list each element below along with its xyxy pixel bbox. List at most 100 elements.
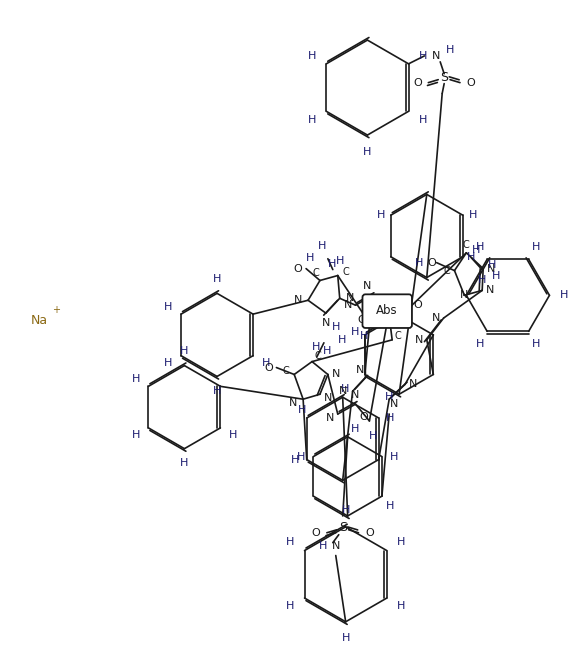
Text: H: H — [419, 51, 427, 61]
Text: O: O — [357, 315, 366, 325]
Text: H: H — [350, 327, 359, 337]
Text: Na: Na — [31, 314, 48, 327]
Text: H: H — [390, 452, 398, 462]
Text: H: H — [369, 431, 378, 441]
Text: H: H — [475, 242, 484, 252]
Text: N: N — [486, 285, 494, 296]
Text: O: O — [365, 528, 374, 538]
Text: H: H — [341, 505, 350, 515]
Text: N: N — [321, 318, 330, 328]
Text: H: H — [312, 342, 320, 352]
Text: S: S — [339, 521, 346, 534]
Text: H: H — [180, 346, 189, 356]
Text: H: H — [386, 413, 395, 423]
Text: N: N — [345, 294, 354, 303]
Text: H: H — [332, 322, 340, 332]
Text: H: H — [478, 275, 486, 286]
Text: H: H — [132, 374, 140, 384]
Text: H: H — [229, 430, 237, 440]
Text: C: C — [343, 266, 349, 277]
Text: H: H — [419, 115, 427, 124]
Text: H: H — [164, 358, 173, 368]
Text: N: N — [460, 290, 469, 300]
Text: H: H — [319, 540, 327, 551]
Text: H: H — [350, 424, 359, 434]
Text: H: H — [397, 537, 406, 547]
Text: N: N — [356, 365, 365, 374]
Text: H: H — [306, 253, 314, 263]
Text: H: H — [488, 260, 496, 270]
Text: H: H — [291, 454, 299, 465]
Text: H: H — [472, 245, 481, 255]
Text: H: H — [213, 274, 222, 284]
Text: C: C — [395, 331, 402, 341]
Text: H: H — [328, 258, 336, 269]
Text: N: N — [487, 264, 495, 273]
Text: H: H — [297, 452, 306, 462]
Text: N: N — [415, 335, 423, 345]
Text: N: N — [432, 313, 440, 323]
Text: C: C — [312, 268, 319, 277]
Text: C: C — [463, 240, 470, 250]
Text: O: O — [427, 258, 436, 268]
Text: H: H — [286, 602, 294, 611]
Text: H: H — [397, 602, 406, 611]
Text: H: H — [337, 335, 346, 345]
Text: O: O — [466, 77, 475, 88]
Text: H: H — [336, 256, 344, 266]
Text: H: H — [560, 290, 568, 300]
Text: H: H — [475, 339, 484, 349]
Text: H: H — [386, 501, 394, 511]
Text: Abs: Abs — [377, 303, 398, 316]
Text: H: H — [341, 633, 350, 643]
Text: O: O — [413, 77, 422, 88]
Text: H: H — [360, 331, 369, 341]
Text: C: C — [315, 351, 321, 361]
Text: O: O — [264, 363, 273, 372]
Text: H: H — [532, 339, 540, 349]
Text: N: N — [332, 370, 340, 380]
Text: H: H — [466, 252, 475, 262]
Text: N: N — [344, 300, 352, 311]
Text: N: N — [325, 413, 334, 423]
Text: S: S — [440, 71, 448, 84]
Text: H: H — [318, 241, 326, 251]
Text: H: H — [261, 358, 270, 368]
Text: N: N — [294, 296, 302, 305]
Text: N: N — [432, 51, 440, 61]
Text: H: H — [164, 302, 173, 312]
Text: O: O — [359, 412, 368, 422]
Text: +: + — [52, 305, 60, 315]
Text: O: O — [414, 300, 422, 311]
Text: N: N — [339, 386, 347, 396]
Text: H: H — [132, 430, 140, 440]
FancyBboxPatch shape — [362, 294, 412, 328]
Text: C: C — [283, 365, 290, 376]
Text: H: H — [323, 346, 331, 355]
Text: N: N — [289, 398, 298, 408]
Text: H: H — [364, 146, 371, 157]
Text: H: H — [377, 210, 385, 220]
Text: N: N — [390, 399, 398, 409]
Text: H: H — [415, 258, 423, 268]
Text: N: N — [332, 540, 340, 551]
Text: H: H — [385, 392, 394, 402]
Text: N: N — [364, 281, 371, 292]
Text: H: H — [532, 242, 540, 252]
Text: H: H — [298, 405, 306, 415]
Text: H: H — [308, 51, 316, 61]
Text: H: H — [492, 271, 500, 281]
Text: H: H — [213, 386, 222, 396]
Text: H: H — [340, 384, 349, 395]
Text: H: H — [180, 458, 189, 468]
Text: O: O — [294, 264, 303, 273]
Text: H: H — [469, 210, 477, 220]
Text: H: H — [286, 537, 294, 547]
Text: C: C — [443, 266, 450, 275]
Text: O: O — [312, 528, 320, 538]
Text: H: H — [308, 115, 316, 124]
Text: N: N — [352, 390, 360, 400]
Text: H: H — [446, 45, 454, 55]
Text: N: N — [409, 380, 417, 389]
Text: N: N — [324, 393, 332, 403]
